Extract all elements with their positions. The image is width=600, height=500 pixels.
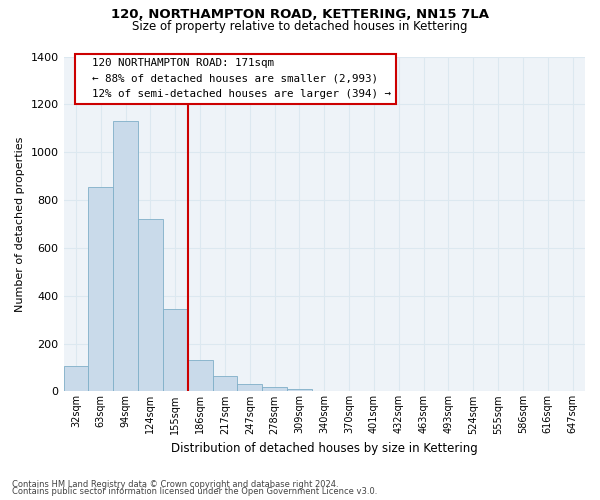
Y-axis label: Number of detached properties: Number of detached properties <box>15 136 25 312</box>
Bar <box>138 219 163 392</box>
Text: 120, NORTHAMPTON ROAD, KETTERING, NN15 7LA: 120, NORTHAMPTON ROAD, KETTERING, NN15 7… <box>111 8 489 20</box>
Bar <box>188 360 212 392</box>
Bar <box>163 309 188 392</box>
Bar <box>113 121 138 392</box>
Bar <box>262 387 287 392</box>
Bar <box>88 187 113 392</box>
Bar <box>238 384 262 392</box>
Text: Size of property relative to detached houses in Kettering: Size of property relative to detached ho… <box>132 20 468 33</box>
Text: Contains HM Land Registry data © Crown copyright and database right 2024.: Contains HM Land Registry data © Crown c… <box>12 480 338 489</box>
Bar <box>64 366 88 392</box>
Bar <box>212 376 238 392</box>
Text: Contains public sector information licensed under the Open Government Licence v3: Contains public sector information licen… <box>12 487 377 496</box>
Bar <box>287 388 312 392</box>
X-axis label: Distribution of detached houses by size in Kettering: Distribution of detached houses by size … <box>171 442 478 455</box>
Text: 120 NORTHAMPTON ROAD: 171sqm
  ← 88% of detached houses are smaller (2,993)
  12: 120 NORTHAMPTON ROAD: 171sqm ← 88% of de… <box>79 58 391 100</box>
